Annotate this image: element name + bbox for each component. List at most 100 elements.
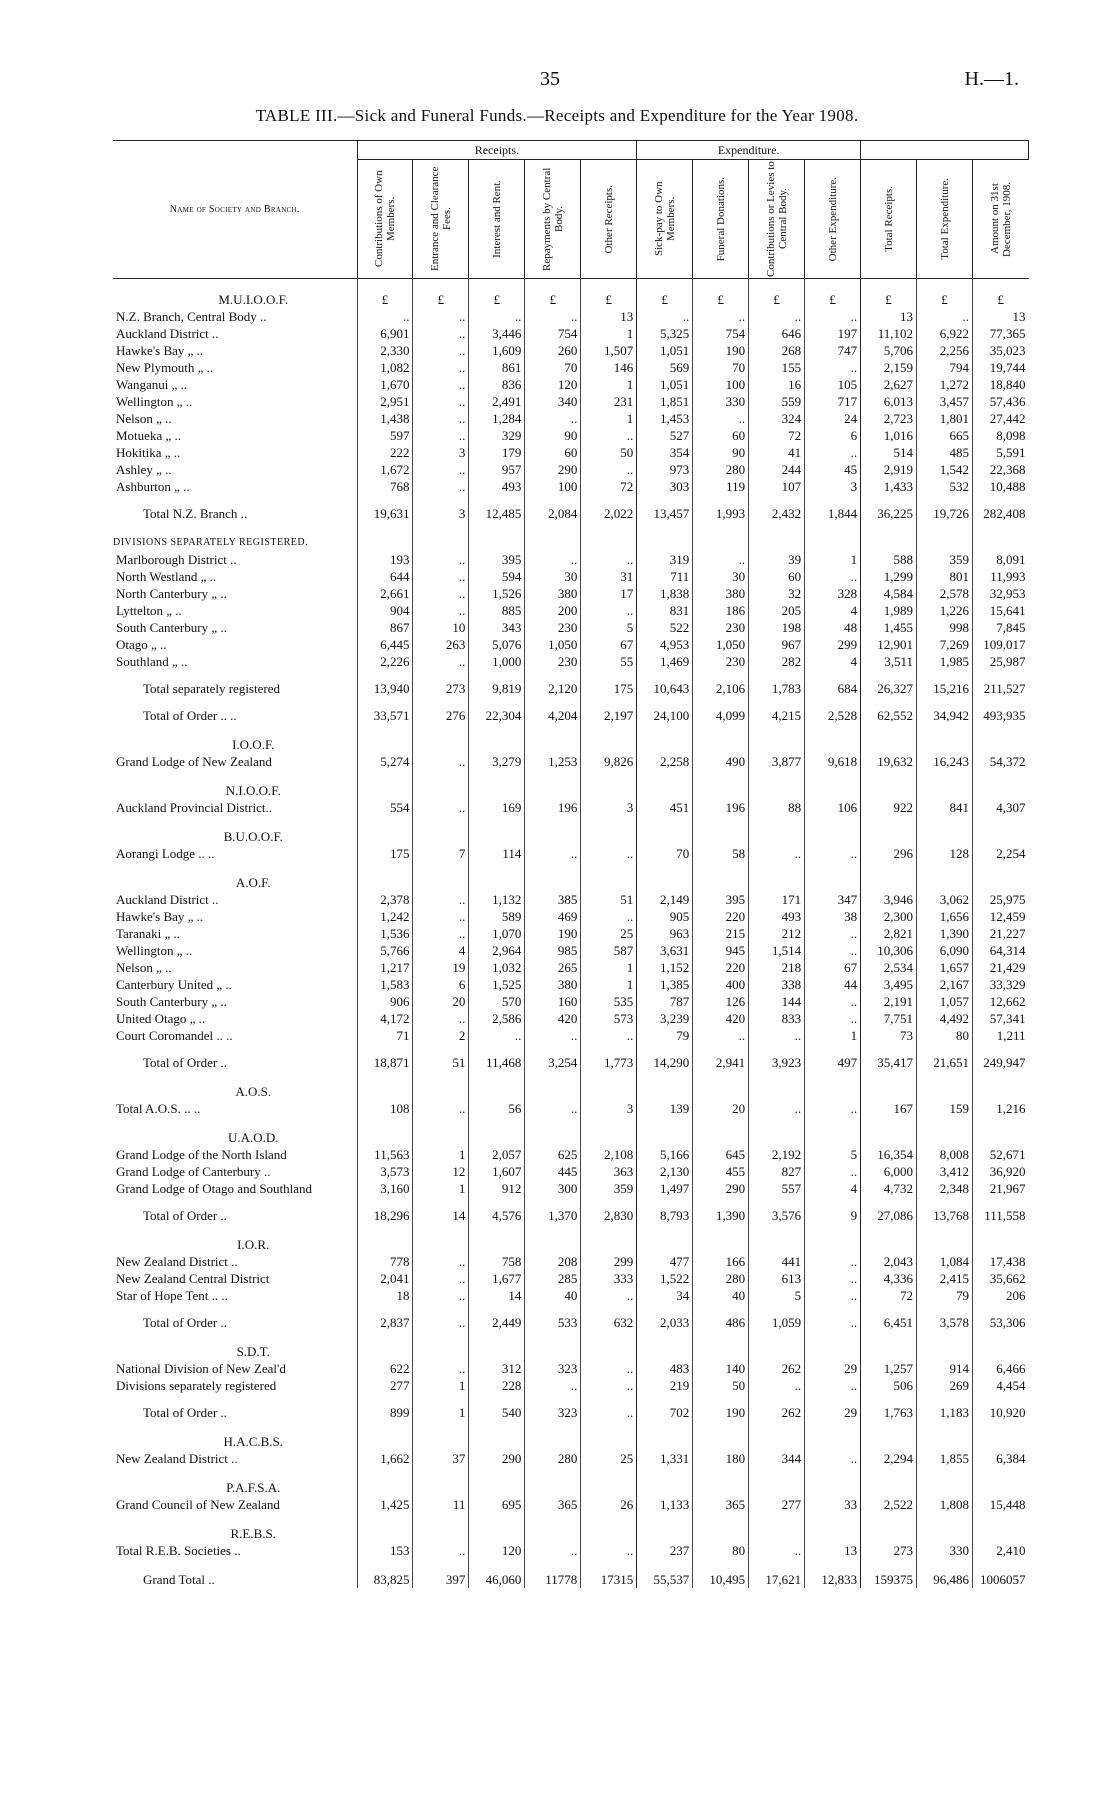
cell-empty bbox=[916, 724, 973, 753]
cell-empty bbox=[468, 1513, 525, 1542]
cell-value: 1 bbox=[412, 1180, 469, 1197]
cell-empty bbox=[804, 522, 862, 551]
cell-value: 906 bbox=[356, 993, 413, 1010]
cell-value: 589 bbox=[468, 908, 525, 925]
cell-empty bbox=[748, 522, 805, 551]
cell-value: 395 bbox=[468, 551, 525, 568]
cell-value: 1,469 bbox=[636, 653, 693, 670]
cell-value: .. bbox=[412, 376, 469, 393]
cell-value: 323 bbox=[524, 1360, 581, 1377]
cell-value: 1,801 bbox=[916, 410, 973, 427]
cell-value: 533 bbox=[524, 1304, 581, 1331]
total-row: Total N.Z. Branch .. 19,631 3 12,485 2,084 2,… bbox=[113, 495, 1029, 522]
cell-empty bbox=[580, 1331, 638, 1360]
cell-value: 79 bbox=[916, 1287, 973, 1304]
cell-value: 3,412 bbox=[916, 1163, 973, 1180]
section-heading: B.U.O.O.F. bbox=[223, 829, 283, 844]
column-header: Amount on 31st December, 1908. bbox=[971, 159, 1029, 279]
cell-value: 1,583 bbox=[356, 976, 413, 993]
cell-value: 41 bbox=[748, 444, 805, 461]
cell-value: 220 bbox=[692, 959, 749, 976]
cell-empty bbox=[636, 862, 693, 891]
cell-value: .. bbox=[412, 1542, 469, 1559]
cell-value: 330 bbox=[916, 1542, 973, 1559]
cell-empty bbox=[468, 1331, 525, 1360]
cell-value: 299 bbox=[580, 1253, 638, 1270]
cell-empty bbox=[580, 862, 638, 891]
cell-value: 230 bbox=[692, 619, 749, 636]
cell-value: 3,279 bbox=[468, 753, 525, 770]
cell-value: 1,051 bbox=[636, 376, 693, 393]
cell-value: 4,492 bbox=[916, 1010, 973, 1027]
cell-empty bbox=[636, 1331, 693, 1360]
cell-value: 265 bbox=[524, 959, 581, 976]
cell-empty bbox=[468, 816, 525, 845]
data-row: Taranaki „ .. 1,536.. 1,070 190 25 963 215 212.… bbox=[113, 925, 1029, 942]
cell-value: .. bbox=[580, 908, 638, 925]
cell-empty bbox=[692, 522, 749, 551]
cell-value: 397 bbox=[412, 1559, 469, 1588]
total-row: Total of Order .. 18,296 14 4,576 1,370 2,830… bbox=[113, 1197, 1029, 1224]
cell-value: 12,485 bbox=[468, 495, 525, 522]
cell-value: 268 bbox=[748, 342, 805, 359]
cell-empty bbox=[804, 1224, 862, 1253]
cell-value: 6,901 bbox=[356, 325, 413, 342]
cell-value: 1 bbox=[580, 410, 638, 427]
cell-empty bbox=[356, 1513, 413, 1542]
cell-value: 493 bbox=[748, 908, 805, 925]
cell-value: 319 bbox=[636, 551, 693, 568]
cell-value: 70 bbox=[636, 845, 693, 862]
cell-value: 1,050 bbox=[524, 636, 581, 653]
cell-empty bbox=[748, 1224, 805, 1253]
cell-value: .. bbox=[692, 410, 749, 427]
cell-value: 15,216 bbox=[916, 670, 973, 697]
cell-value: .. bbox=[580, 1377, 638, 1394]
data-row: Total A.O.S. .. .. 108.. 56.. 3 139 20.... 167… bbox=[113, 1100, 1029, 1117]
cell-value: 106 bbox=[804, 799, 862, 816]
cell-value: 70 bbox=[524, 359, 581, 376]
column-header-text: Other Receipts. bbox=[602, 184, 615, 254]
section-heading-row: S.D.T. bbox=[113, 1331, 1029, 1360]
cell-value: 1,522 bbox=[636, 1270, 693, 1287]
cell-value: 1 bbox=[804, 1027, 862, 1044]
cell-empty bbox=[636, 724, 693, 753]
data-row: South Canterbury „ .. 906 20 570 160 535 787 12… bbox=[113, 993, 1029, 1010]
row-name: Ashburton „ .. bbox=[116, 479, 190, 494]
cell-value: 31 bbox=[580, 568, 638, 585]
section-heading-row: I.O.R. bbox=[113, 1224, 1029, 1253]
cell-value: 1,536 bbox=[356, 925, 413, 942]
cell-value: 6 bbox=[412, 976, 469, 993]
cell-value: 100 bbox=[692, 376, 749, 393]
cell-value: 273 bbox=[860, 1542, 917, 1559]
cell-value: 73 bbox=[860, 1027, 917, 1044]
cell-value: 2,586 bbox=[468, 1010, 525, 1027]
cell-value: 333 bbox=[580, 1270, 638, 1287]
cell-value: 34,942 bbox=[916, 697, 973, 724]
cell-value: 60 bbox=[748, 568, 805, 585]
cell-value: .. bbox=[580, 1287, 638, 1304]
cell-value: 29 bbox=[804, 1360, 862, 1377]
cell-empty bbox=[916, 770, 973, 799]
data-row: Ashburton „ .. 768.. 493 100 72 303 119 107 3 1,4… bbox=[113, 478, 1029, 495]
cell-value: 5,766 bbox=[356, 942, 413, 959]
cell-value: 1,183 bbox=[916, 1394, 973, 1421]
cell-empty bbox=[748, 1331, 805, 1360]
column-header: Other Expenditure. bbox=[804, 159, 861, 279]
cell-value: .. bbox=[412, 753, 469, 770]
cell-value: 4 bbox=[804, 1180, 862, 1197]
cell-value: 269 bbox=[916, 1377, 973, 1394]
section-heading: S.D.T. bbox=[236, 1344, 270, 1359]
cell-empty bbox=[971, 1467, 1029, 1496]
column-header-text: Contributions or Levies to Central Body. bbox=[764, 161, 789, 277]
cell-value: 338 bbox=[748, 976, 805, 993]
cell-value: 477 bbox=[636, 1253, 693, 1270]
cell-value: 120 bbox=[524, 376, 581, 393]
unit: £ bbox=[804, 278, 862, 308]
cell-value: 768 bbox=[356, 478, 413, 495]
name-header: Name of Society and Branch. bbox=[113, 140, 357, 279]
cell-value: 300 bbox=[524, 1180, 581, 1197]
section-heading-row: P.A.F.S.A. bbox=[113, 1467, 1029, 1496]
cell-value: 12,662 bbox=[971, 993, 1029, 1010]
cell-value: 57,341 bbox=[971, 1010, 1029, 1027]
cell-value: 451 bbox=[636, 799, 693, 816]
